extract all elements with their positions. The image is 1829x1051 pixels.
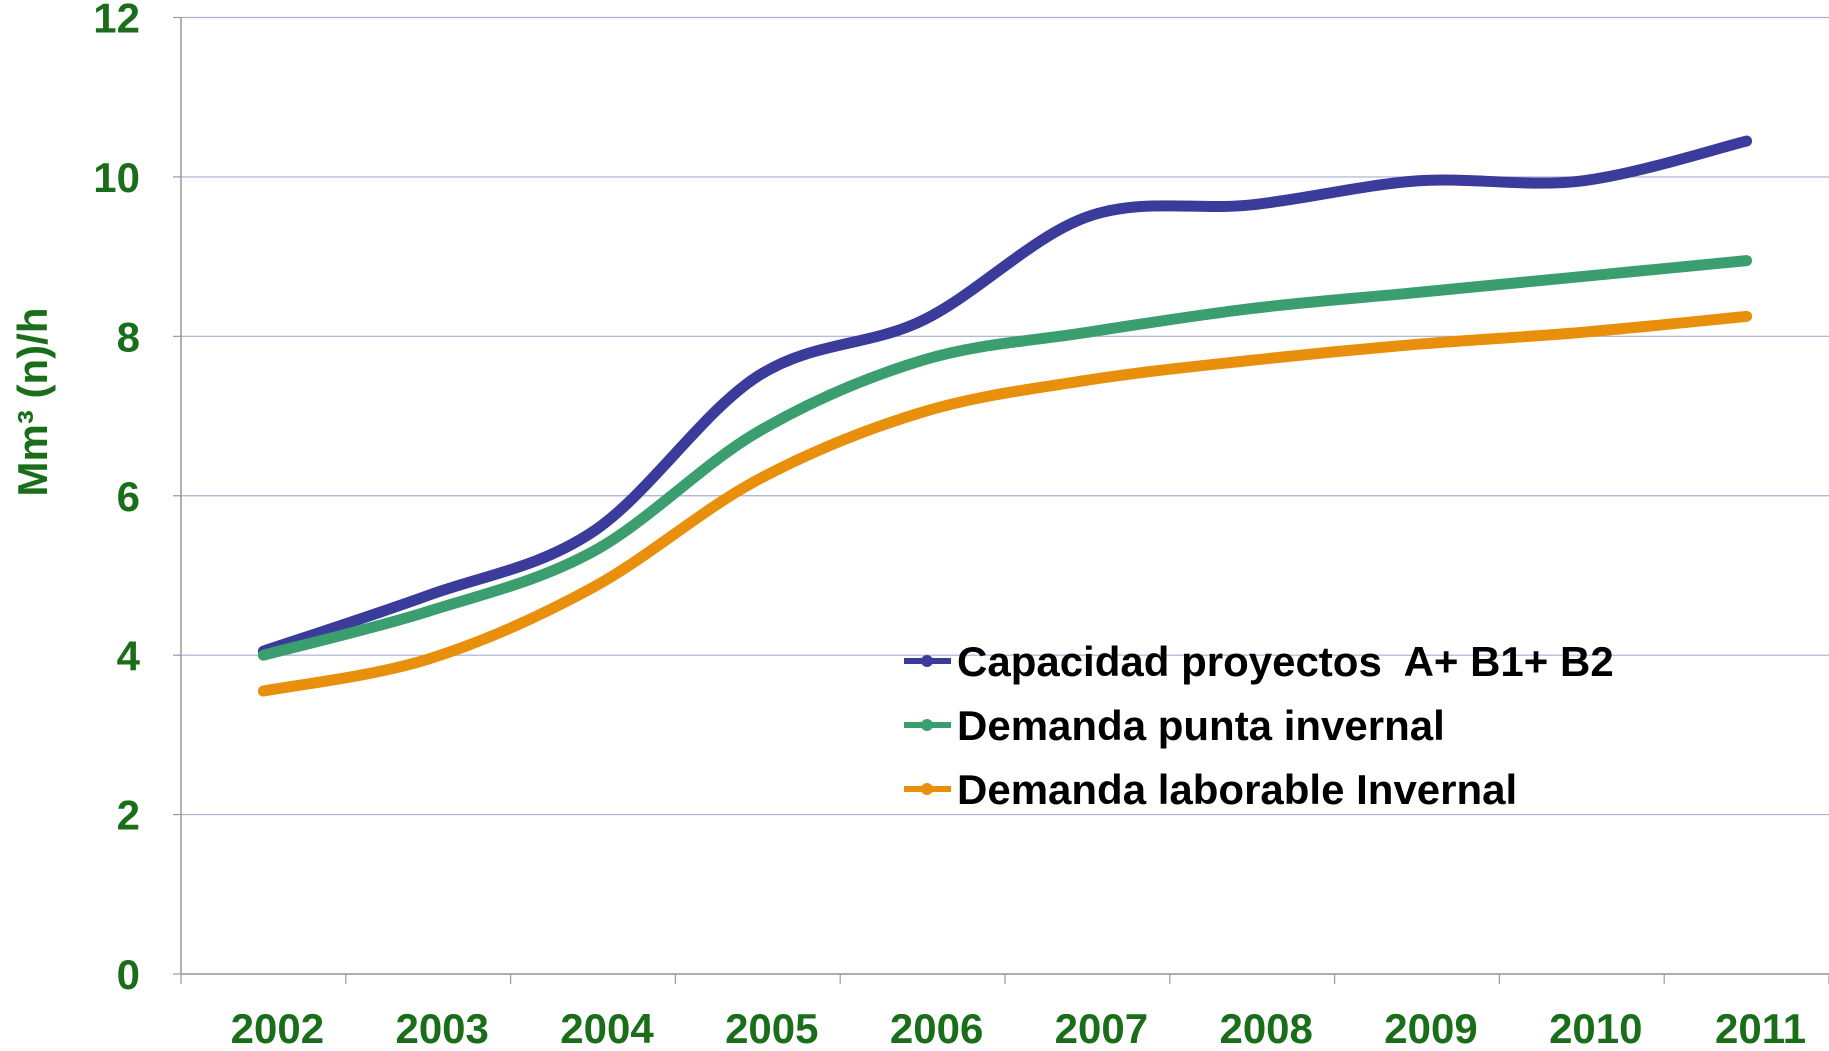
- y-tick-label: 8: [117, 313, 140, 360]
- x-tick-label: 2009: [1384, 1005, 1477, 1051]
- series-line: [257, 310, 1753, 697]
- y-tick-label: 12: [93, 0, 140, 42]
- y-tick-label: 4: [117, 632, 141, 679]
- x-tick-label: 2002: [231, 1005, 324, 1051]
- x-tick-label: 2004: [560, 1005, 654, 1051]
- legend-marker: [921, 783, 933, 795]
- series-line: [257, 135, 1753, 657]
- x-tick-label: 2011: [1715, 1005, 1806, 1051]
- y-tick-label: 0: [117, 951, 140, 998]
- x-tick-label: 2005: [725, 1005, 818, 1051]
- y-tick-label: 10: [93, 154, 140, 201]
- y-tick-label: 6: [117, 473, 140, 520]
- legend-label: Capacidad proyectos A+ B1+ B2: [957, 638, 1614, 685]
- legend-label: Demanda punta invernal: [957, 702, 1445, 749]
- x-tick-label: 2008: [1219, 1005, 1312, 1051]
- legend-marker: [921, 719, 933, 731]
- x-tick-label: 2006: [890, 1005, 983, 1051]
- x-tick-label: 2003: [395, 1005, 488, 1051]
- legend-marker: [921, 655, 933, 667]
- y-tick-label: 2: [117, 792, 140, 839]
- x-tick-label: 2007: [1055, 1005, 1148, 1051]
- y-axis-label: Mm³ (n)/h: [9, 308, 56, 497]
- series-line: [257, 255, 1753, 661]
- x-tick-label: 2010: [1549, 1005, 1642, 1051]
- legend-label: Demanda laborable Invernal: [957, 766, 1517, 813]
